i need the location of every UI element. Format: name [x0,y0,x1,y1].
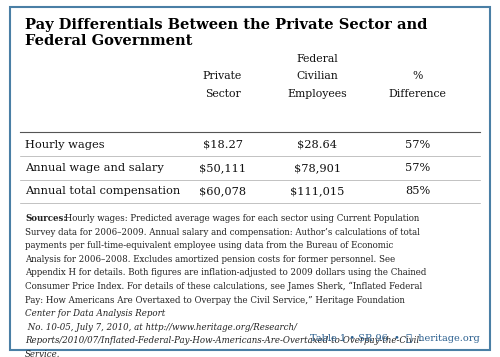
Text: 57%: 57% [405,140,430,150]
Text: Difference: Difference [388,89,446,99]
Text: $78,901: $78,901 [294,163,341,173]
Text: $50,111: $50,111 [199,163,246,173]
Text: Hourly wages: Predicted average wages for each sector using Current Population: Hourly wages: Predicted average wages fo… [62,214,419,223]
Text: $28.64: $28.64 [298,140,338,150]
Text: Sources:: Sources: [25,214,66,223]
Text: Hourly wages: Hourly wages [25,140,104,150]
Text: Pay: How Americans Are Overtaxed to Overpay the Civil Service,” Heritage Foundat: Pay: How Americans Are Overtaxed to Over… [25,296,405,305]
FancyBboxPatch shape [10,7,490,350]
Text: Civilian: Civilian [296,71,339,81]
Text: Analysis for 2006–2008. Excludes amortized pension costs for former personnel. S: Analysis for 2006–2008. Excludes amortiz… [25,255,395,264]
Text: 57%: 57% [405,163,430,173]
Text: Survey data for 2006–2009. Annual salary and compensation: Author’s calculations: Survey data for 2006–2009. Annual salary… [25,228,420,237]
Text: No. 10-05, July 7, 2010, at http://www.heritage.org/Research/: No. 10-05, July 7, 2010, at http://www.h… [25,323,297,332]
Text: $60,078: $60,078 [199,186,246,196]
Text: Annual wage and salary: Annual wage and salary [25,163,164,173]
Text: Consumer Price Index. For details of these calculations, see James Sherk, “Infla: Consumer Price Index. For details of the… [25,282,422,291]
Text: Appendix H for details. Both figures are inflation-adjusted to 2009 dollars usin: Appendix H for details. Both figures are… [25,268,426,277]
Text: Pay Differentials Between the Private Sector and: Pay Differentials Between the Private Se… [25,18,427,32]
Text: Table 1 • SR 96  •  🏛  heritage.org: Table 1 • SR 96 • 🏛 heritage.org [310,335,480,343]
Text: Sector: Sector [204,89,240,99]
Text: 85%: 85% [405,186,430,196]
Text: Service.: Service. [25,350,60,357]
Text: %: % [412,71,422,81]
Text: $18.27: $18.27 [202,140,242,150]
Text: Annual total compensation: Annual total compensation [25,186,180,196]
Text: Federal: Federal [296,54,339,64]
Text: Federal Government: Federal Government [25,34,192,48]
Text: $111,015: $111,015 [290,186,344,196]
Text: Employees: Employees [288,89,348,99]
Text: Center for Data Analysis Report: Center for Data Analysis Report [25,309,165,318]
Text: Private: Private [203,71,242,81]
Text: Reports/2010/07/Inflated-Federal-Pay-How-Americans-Are-Overtaxed-to-Overpay-the-: Reports/2010/07/Inflated-Federal-Pay-How… [25,336,422,345]
Text: payments per full-time-equivalent employee using data from the Bureau of Economi: payments per full-time-equivalent employ… [25,241,393,250]
